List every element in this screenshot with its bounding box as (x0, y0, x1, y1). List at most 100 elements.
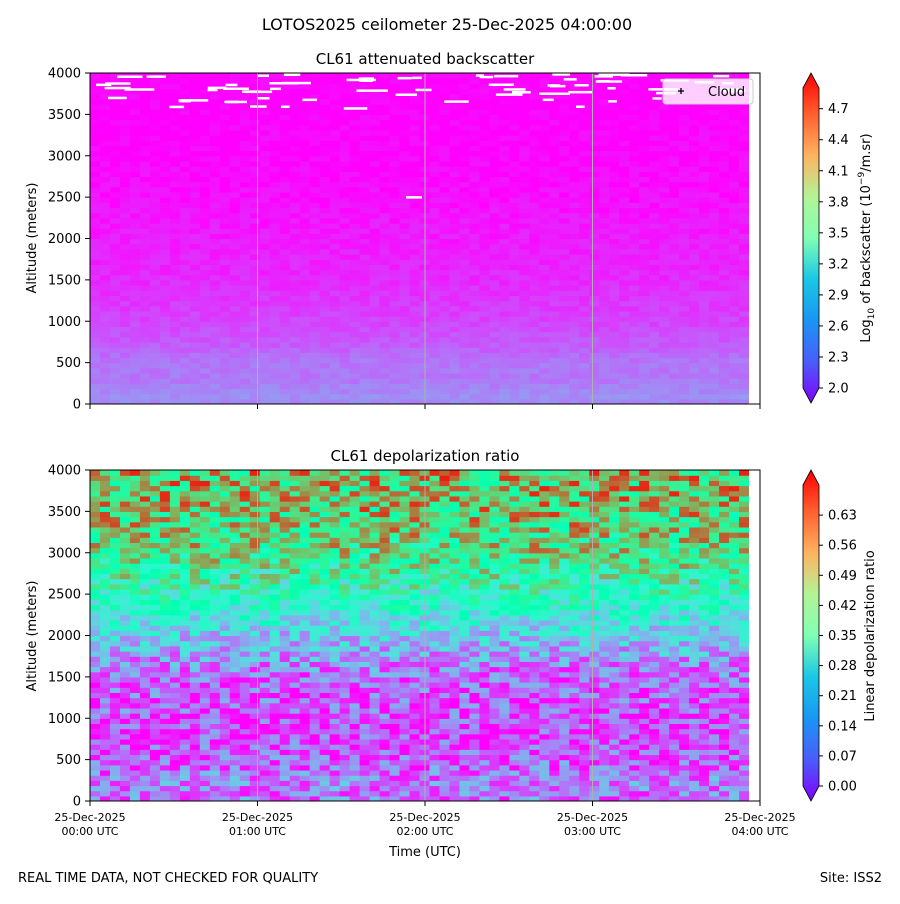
heatmap-cell (150, 306, 161, 312)
heatmap-cell (130, 104, 141, 110)
heatmap-cell (529, 347, 540, 353)
heatmap-cell (579, 187, 590, 193)
heatmap-cell (529, 280, 540, 286)
heatmap-cell (140, 264, 151, 270)
heatmap-cell (719, 347, 730, 353)
heatmap-cell (669, 156, 680, 162)
heatmap-cell (410, 120, 421, 126)
heatmap-cell (240, 94, 251, 100)
heatmap-cell (310, 383, 321, 389)
heatmap-cell (140, 290, 151, 296)
heatmap-cell (190, 321, 201, 327)
heatmap-cell (320, 223, 331, 229)
heatmap-cell (310, 171, 321, 177)
heatmap-cell (270, 760, 281, 766)
heatmap-cell (499, 114, 510, 120)
heatmap-cell (220, 295, 231, 301)
heatmap-cell (240, 765, 251, 771)
heatmap-cell (619, 780, 630, 786)
heatmap-cell (160, 306, 171, 312)
heatmap-cell (250, 295, 261, 301)
heatmap-cell (659, 301, 670, 307)
heatmap-cell (659, 249, 670, 255)
heatmap-cell (360, 775, 371, 781)
heatmap-cell (260, 223, 271, 229)
heatmap-cell (380, 228, 391, 234)
heatmap-cell (509, 321, 520, 327)
heatmap-cell (110, 244, 121, 250)
heatmap-cell (629, 233, 640, 239)
heatmap-cell (330, 332, 341, 338)
heatmap-cell (300, 373, 311, 379)
heatmap-cell (340, 166, 351, 172)
heatmap-cell (469, 120, 480, 126)
heatmap-cell (180, 254, 191, 260)
heatmap-cell (170, 357, 181, 363)
cloud-mark (412, 77, 422, 80)
heatmap-cell (130, 171, 141, 177)
heatmap-cell (679, 176, 690, 182)
cloud-mark (359, 80, 372, 83)
heatmap-cell (499, 99, 510, 105)
heatmap-cell (619, 770, 630, 776)
heatmap-cell (519, 270, 530, 276)
heatmap-cell (390, 316, 401, 322)
heatmap-cell (699, 373, 710, 379)
heatmap-cell (230, 311, 241, 317)
heatmap-cell (280, 228, 291, 234)
heatmap-cell (459, 770, 470, 776)
heatmap-cell (170, 306, 181, 312)
heatmap-cell (210, 140, 221, 146)
heatmap-cell (679, 765, 690, 771)
heatmap-cell (200, 218, 211, 224)
heatmap-cell (729, 135, 740, 141)
heatmap-cell (509, 145, 520, 151)
heatmap-cell (639, 285, 650, 291)
heatmap-cell (509, 239, 520, 245)
heatmap-cell (629, 182, 640, 188)
heatmap-cell (310, 192, 321, 198)
y-tick-label: 3500 (48, 108, 81, 123)
heatmap-cell (170, 316, 181, 322)
heatmap-cell (429, 295, 440, 301)
heatmap-cell (160, 171, 171, 177)
cloud-mark (105, 87, 131, 90)
heatmap-cell (300, 187, 311, 193)
heatmap-cell (150, 326, 161, 332)
heatmap-cell (539, 166, 550, 172)
heatmap-cell (180, 347, 191, 353)
heatmap-cell (439, 749, 450, 755)
heatmap-cell (729, 73, 740, 79)
heatmap-cell (90, 311, 101, 317)
heatmap-cell (599, 311, 610, 317)
heatmap-cell (130, 192, 141, 198)
heatmap-cell (300, 280, 311, 286)
heatmap-cell (509, 114, 520, 120)
heatmap-cell (489, 373, 500, 379)
heatmap-cell (429, 125, 440, 131)
heatmap-cell (380, 156, 391, 162)
heatmap-cell (599, 140, 610, 146)
heatmap-cell (140, 254, 151, 260)
heatmap-cell (400, 770, 411, 776)
heatmap-cell (739, 378, 750, 384)
heatmap-cell (689, 368, 700, 374)
heatmap-cell (410, 156, 421, 162)
heatmap-cell (120, 249, 131, 255)
heatmap-cell (300, 347, 311, 353)
heatmap-cell (410, 295, 421, 301)
heatmap-cell (539, 192, 550, 198)
heatmap-cell (639, 94, 650, 100)
heatmap-cell (729, 130, 740, 136)
heatmap-cell (549, 254, 560, 260)
heatmap-cell (489, 316, 500, 322)
heatmap-cell (619, 254, 630, 260)
heatmap-cell (320, 202, 331, 208)
heatmap-cell (679, 306, 690, 312)
heatmap-cell (90, 156, 101, 162)
heatmap-cell (439, 342, 450, 348)
heatmap-cell (310, 207, 321, 213)
heatmap-cell (629, 388, 640, 394)
heatmap-cell (270, 197, 281, 203)
